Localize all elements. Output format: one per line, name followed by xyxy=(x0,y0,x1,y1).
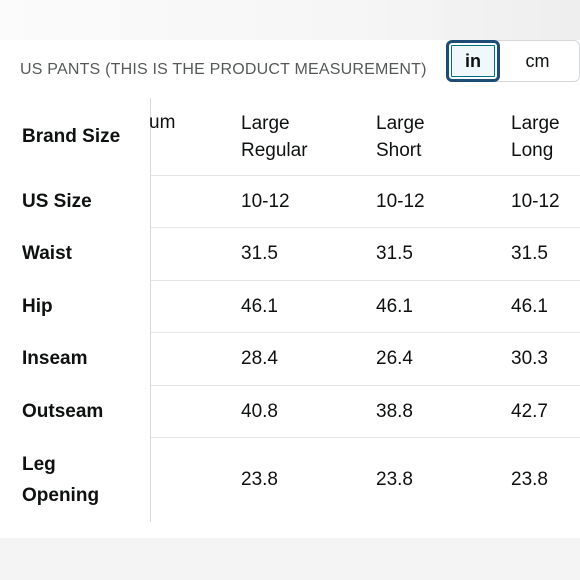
row-separator xyxy=(151,437,580,438)
cell-us-size-short: 10-12 xyxy=(376,191,425,212)
column-header-large-regular-line1: Large xyxy=(241,113,290,134)
row-label-column: Brand Size US Size Waist Hip Inseam Outs… xyxy=(0,98,150,522)
cell-leg-opening-short: 23.8 xyxy=(376,469,413,490)
cell-outseam-regular: 40.8 xyxy=(241,401,278,422)
cell-outseam-short: 38.8 xyxy=(376,401,413,422)
top-background-strip xyxy=(0,0,580,40)
row-label-inseam: Inseam xyxy=(22,348,88,369)
unit-cm-button[interactable]: cm xyxy=(496,40,580,82)
column-header-large-long-line1: Large xyxy=(511,113,560,134)
cell-hip-long: 46.1 xyxy=(511,296,548,317)
row-label-us-size: US Size xyxy=(22,191,92,212)
column-header-large-short-line1: Large xyxy=(376,113,425,134)
column-header-large-long-line2: Long xyxy=(511,140,554,161)
cell-waist-long: 31.5 xyxy=(511,243,548,264)
cell-waist-regular: 31.5 xyxy=(241,243,278,264)
row-label-waist: Waist xyxy=(22,243,72,264)
cell-outseam-long: 42.7 xyxy=(511,401,548,422)
column-header-large-regular-line2: Regular xyxy=(241,140,308,161)
unit-toggle: in cm xyxy=(446,40,580,82)
row-separator xyxy=(151,227,580,228)
cell-inseam-regular: 28.4 xyxy=(241,348,278,369)
column-header-large-short-line2: Short xyxy=(376,140,422,161)
row-label-hip: Hip xyxy=(22,296,53,317)
bottom-background-strip xyxy=(0,538,580,580)
cell-us-size-long: 10-12 xyxy=(511,191,560,212)
row-separator xyxy=(151,175,580,176)
cell-leg-opening-regular: 23.8 xyxy=(241,469,278,490)
partial-column-header: um xyxy=(149,112,176,133)
row-label-brand-size: Brand Size xyxy=(22,126,121,147)
row-separator xyxy=(151,280,580,281)
row-label-leg-opening-line2: Opening xyxy=(22,485,100,506)
row-label-outseam: Outseam xyxy=(22,401,104,422)
size-chart-title: US PANTS (THIS IS THE PRODUCT MEASUREMEN… xyxy=(20,61,427,78)
cell-inseam-long: 30.3 xyxy=(511,348,548,369)
column-divider xyxy=(150,98,151,522)
cell-hip-regular: 46.1 xyxy=(241,296,278,317)
unit-in-button[interactable]: in xyxy=(446,40,500,82)
cell-us-size-regular: 10-12 xyxy=(241,191,290,212)
cell-inseam-short: 26.4 xyxy=(376,348,413,369)
size-chart-table: Brand Size US Size Waist Hip Inseam Outs… xyxy=(0,98,580,522)
cell-hip-short: 46.1 xyxy=(376,296,413,317)
cell-waist-short: 31.5 xyxy=(376,243,413,264)
cell-leg-opening-long: 23.8 xyxy=(511,469,548,490)
row-separator xyxy=(151,385,580,386)
row-label-leg-opening-line1: Leg xyxy=(22,454,56,475)
row-separator xyxy=(151,332,580,333)
